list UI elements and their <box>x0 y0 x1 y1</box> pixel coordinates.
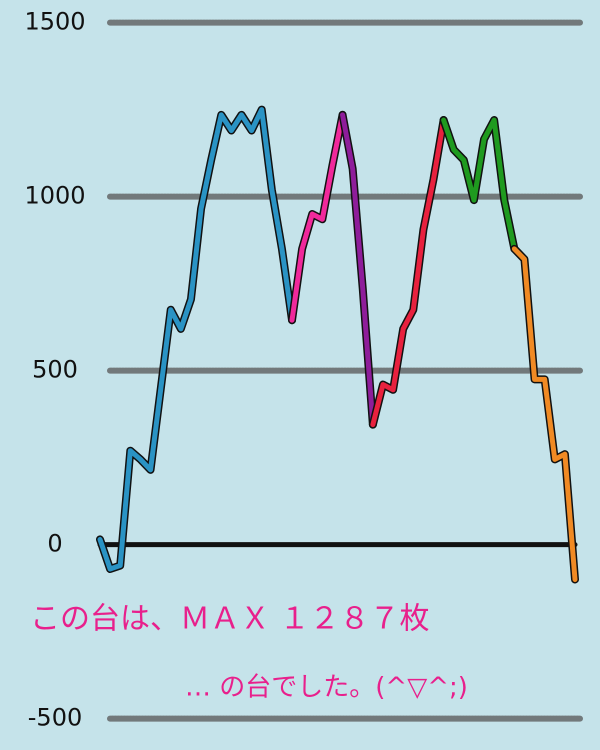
y-tick-label: 1000 <box>24 182 85 210</box>
line-series-color <box>441 117 517 252</box>
line-series-color <box>511 246 578 582</box>
y-tick-label: -500 <box>28 704 82 732</box>
line-series-color <box>289 112 346 323</box>
line-series-color <box>370 117 447 428</box>
line-series-color <box>97 107 295 572</box>
line-series-color <box>340 112 376 428</box>
y-tick-label: 500 <box>32 356 78 384</box>
y-tick-label: 0 <box>47 530 62 558</box>
annotation: この台は、ＭＡＸ １２８７枚 <box>30 602 430 637</box>
line-series <box>510 244 579 584</box>
line-series <box>96 105 297 574</box>
annotation: … の台でした。(^▽^;) <box>185 673 468 703</box>
line-series <box>368 116 448 429</box>
y-tick-label: 1500 <box>24 8 85 36</box>
